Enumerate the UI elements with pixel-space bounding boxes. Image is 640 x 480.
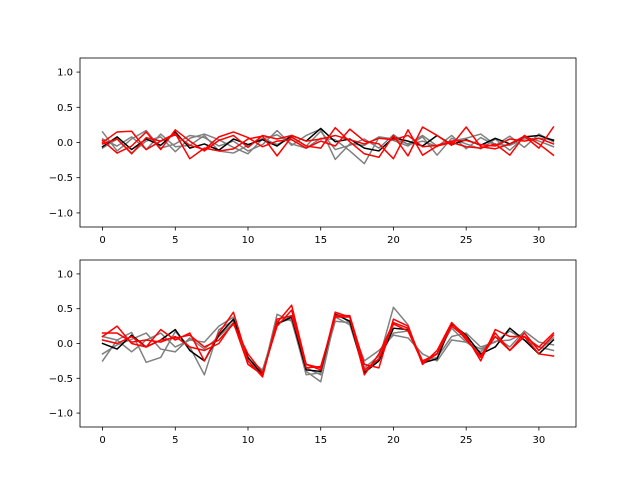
subplot-0-x-tick-label: 15	[314, 235, 327, 246]
subplot-0-series-line-6	[101, 129, 555, 154]
bottom-subplot: 0 5 10 15 20 25 30 −1.0 −0.5 0.0 0.5 1.0	[49, 259, 577, 446]
top-subplot: 0 5 10 15 20 25 30 −1.0 −0.5 0.0 0.5 1.0	[49, 57, 577, 246]
subplot-1-y-tick-label: 1.0	[57, 269, 73, 280]
subplot-1-x-tick-label: 20	[387, 435, 400, 446]
subplot-0-y-tick-label: −0.5	[49, 173, 73, 184]
subplot-0-y-tick-label: 0.0	[57, 138, 73, 149]
subplot-0-y-tick-label: 0.5	[57, 103, 73, 114]
subplot-0-x-tick-label: 30	[533, 235, 546, 246]
subplot-0-y-tick-label: −1.0	[49, 208, 73, 219]
subplot-1-x-tick-label: 10	[242, 435, 255, 446]
subplot-0-x-tick-label: 0	[99, 235, 105, 246]
subplot-1-x-tick-label: 30	[533, 435, 546, 446]
subplot-0-x-tick-label: 25	[460, 235, 473, 246]
subplot-0-x-tick-label: 20	[387, 235, 400, 246]
subplot-0-x-tick-label: 5	[172, 235, 178, 246]
subplot-1-x-tick-label: 5	[172, 435, 178, 446]
subplot-1-series-line-1	[101, 318, 555, 376]
subplot-1-y-tick-label: 0.0	[57, 339, 73, 350]
subplot-1-x-tick-label: 0	[99, 435, 105, 446]
subplot-1-y-tick-label: −0.5	[49, 374, 73, 385]
subplot-1-y-tick-label: −1.0	[49, 409, 73, 420]
subplot-0-series-line-5	[101, 128, 555, 160]
subplot-0-series-line-2	[101, 130, 555, 154]
subplot-0-x-tick-label: 10	[242, 235, 255, 246]
subplot-0-y-tick-label: 1.0	[57, 68, 73, 79]
subplot-1-x-tick-label: 25	[460, 435, 473, 446]
subplot-1-series-line-6	[101, 309, 555, 376]
subplot-1-x-tick-label: 15	[314, 435, 327, 446]
subplot-1-y-tick-label: 0.5	[57, 304, 73, 315]
